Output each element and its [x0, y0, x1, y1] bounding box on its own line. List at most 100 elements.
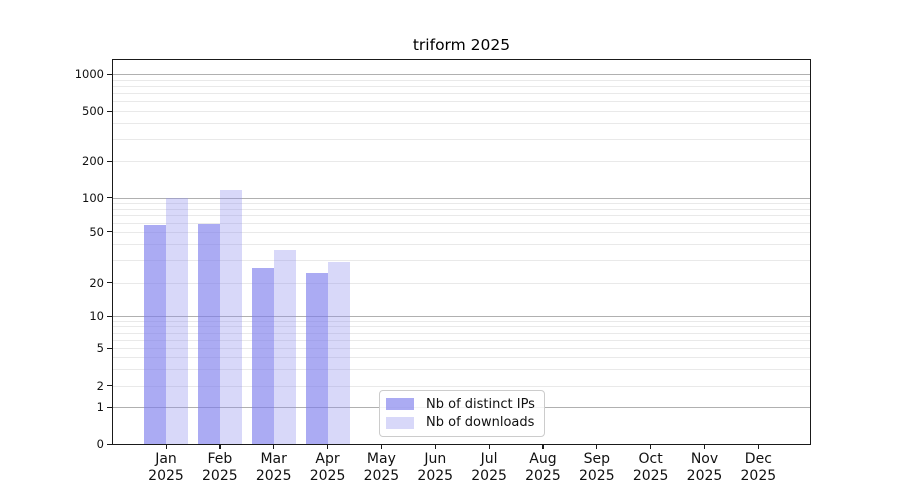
legend-item-nb-of-downloads: Nb of downloads: [386, 415, 538, 430]
x-tick-year: 2025: [309, 467, 346, 484]
y-tick-label-100: 100: [82, 190, 104, 205]
x-tick-year: 2025: [255, 467, 292, 484]
x-tick-mark-oct-2025: [650, 444, 652, 449]
x-tick-mark-aug-2025: [542, 444, 544, 449]
x-tick-label-oct-2025: Oct 2025: [619, 451, 683, 484]
x-tick-month: Dec: [744, 451, 772, 467]
y-tick-mark-500: [107, 110, 112, 112]
x-tick-label-feb-2025: Feb 2025: [188, 451, 252, 484]
x-tick-label-jun-2025: Jun 2025: [403, 451, 467, 484]
plot-area: 0 1 2 5 10 20 50 100 200 500 1000 Jan 2025 Feb 2025 Mar…: [75, 59, 811, 484]
y-tick-label-5: 5: [96, 341, 104, 356]
y-tick-label-2: 2: [96, 378, 104, 393]
legend-swatch-nb-of-distinct-ips: [386, 398, 414, 411]
gridline-minor-900: [113, 79, 810, 81]
x-tick-mark-nov-2025: [704, 444, 706, 449]
x-tick-month: Feb: [207, 451, 233, 467]
gridline-major-10: [113, 316, 810, 317]
gridline-minor-50: [113, 231, 810, 233]
gridline-minor-300: [113, 138, 810, 140]
bar-nb-of-downloads-apr-2025: [327, 262, 350, 444]
x-tick-month: Mar: [260, 451, 287, 467]
legend: Nb of distinct IPs Nb of downloads: [379, 390, 545, 437]
x-tick-label-nov-2025: Nov 2025: [673, 451, 737, 484]
y-tick-label-0: 0: [96, 437, 104, 451]
y-tick-mark-5: [107, 347, 112, 349]
gridline-minor-200: [113, 161, 810, 162]
y-tick-label-10: 10: [89, 309, 104, 323]
legend-label-nb-of-distinct-ips: Nb of distinct IPs: [426, 396, 535, 412]
x-tick-mark-sep-2025: [596, 444, 598, 449]
x-tick-year: 2025: [578, 467, 615, 484]
x-tick-label-sep-2025: Sep 2025: [565, 451, 629, 484]
y-tick-label-50: 50: [89, 224, 104, 239]
x-tick-label-jul-2025: Jul 2025: [457, 451, 521, 484]
y-tick-mark-0: [107, 443, 112, 445]
gridline-minor-9: [113, 320, 810, 322]
gridline-minor-7: [113, 332, 810, 334]
legend-item-nb-of-distinct-ips: Nb of distinct IPs: [386, 397, 538, 412]
x-tick-month: Nov: [690, 451, 719, 467]
legend-swatch-nb-of-downloads: [386, 416, 414, 429]
gridline-minor-30: [113, 260, 810, 262]
y-tick-mark-1000: [107, 73, 112, 75]
gridline-major-100: [113, 197, 810, 199]
x-tick-month: Oct: [638, 451, 663, 467]
y-tick-mark-2: [107, 385, 112, 387]
x-tick-mark-dec-2025: [757, 444, 760, 449]
x-tick-year: 2025: [363, 467, 400, 484]
y-tick-mark-1: [107, 406, 112, 408]
x-tick-mark-jul-2025: [488, 444, 490, 449]
y-tick-mark-50: [107, 231, 112, 233]
y-tick-label-1000: 1000: [74, 67, 104, 81]
x-tick-label-may-2025: May 2025: [349, 451, 413, 484]
bar-nb-of-downloads-mar-2025: [273, 249, 296, 444]
x-tick-mark-feb-2025: [219, 444, 221, 449]
x-tick-mark-jun-2025: [434, 444, 436, 449]
x-tick-month: Jan: [155, 451, 177, 467]
x-tick-month: Jul: [480, 451, 498, 467]
x-tick-year: 2025: [686, 467, 723, 484]
gridline-minor-20: [113, 282, 810, 284]
bar-nb-of-distinct-ips-mar-2025: [251, 268, 274, 444]
gridline-minor-90: [113, 202, 810, 204]
x-tick-month: Apr: [315, 451, 340, 467]
x-tick-year: 2025: [525, 467, 561, 484]
gridline-minor-40: [113, 244, 810, 246]
bar-nb-of-downloads-feb-2025: [219, 190, 242, 444]
y-tick-label-1: 1: [96, 400, 104, 414]
y-tick-label-20: 20: [89, 275, 104, 290]
gridline-minor-5: [113, 348, 810, 350]
x-tick-mark-may-2025: [380, 444, 383, 449]
y-tick-mark-200: [107, 160, 112, 162]
gridline-minor-500: [113, 111, 810, 112]
gridline-minor-700: [113, 93, 810, 95]
gridline-minor-70: [113, 215, 810, 217]
x-tick-mark-jan-2025: [165, 444, 167, 449]
bar-nb-of-downloads-jan-2025: [166, 197, 188, 444]
gridline-minor-800: [113, 85, 810, 87]
gridline-major-1000: [113, 74, 810, 75]
x-tick-label-jan-2025: Jan 2025: [134, 451, 198, 484]
x-tick-year: 2025: [202, 467, 238, 484]
gridline-minor-6: [113, 339, 810, 341]
gridline-minor-400: [113, 123, 810, 125]
gridline-minor-600: [113, 101, 810, 103]
y-tick-label-200: 200: [82, 154, 104, 168]
gridline-minor-80: [113, 208, 810, 210]
gridline-minor-60: [113, 222, 810, 224]
y-tick-mark-100: [107, 197, 112, 199]
x-tick-label-mar-2025: Mar 2025: [242, 451, 306, 484]
x-tick-year: 2025: [148, 467, 184, 484]
x-tick-mark-apr-2025: [327, 444, 329, 449]
x-tick-month: Aug: [529, 451, 557, 467]
x-tick-month: May: [366, 451, 396, 467]
x-tick-month: Jun: [424, 451, 447, 467]
x-tick-year: 2025: [632, 467, 669, 484]
gridline-minor-4: [113, 357, 810, 359]
x-tick-label-aug-2025: Aug 2025: [511, 451, 575, 484]
gridline-minor-8: [113, 326, 810, 328]
y-tick-label-500: 500: [82, 104, 104, 118]
bar-nb-of-distinct-ips-feb-2025: [197, 223, 220, 444]
